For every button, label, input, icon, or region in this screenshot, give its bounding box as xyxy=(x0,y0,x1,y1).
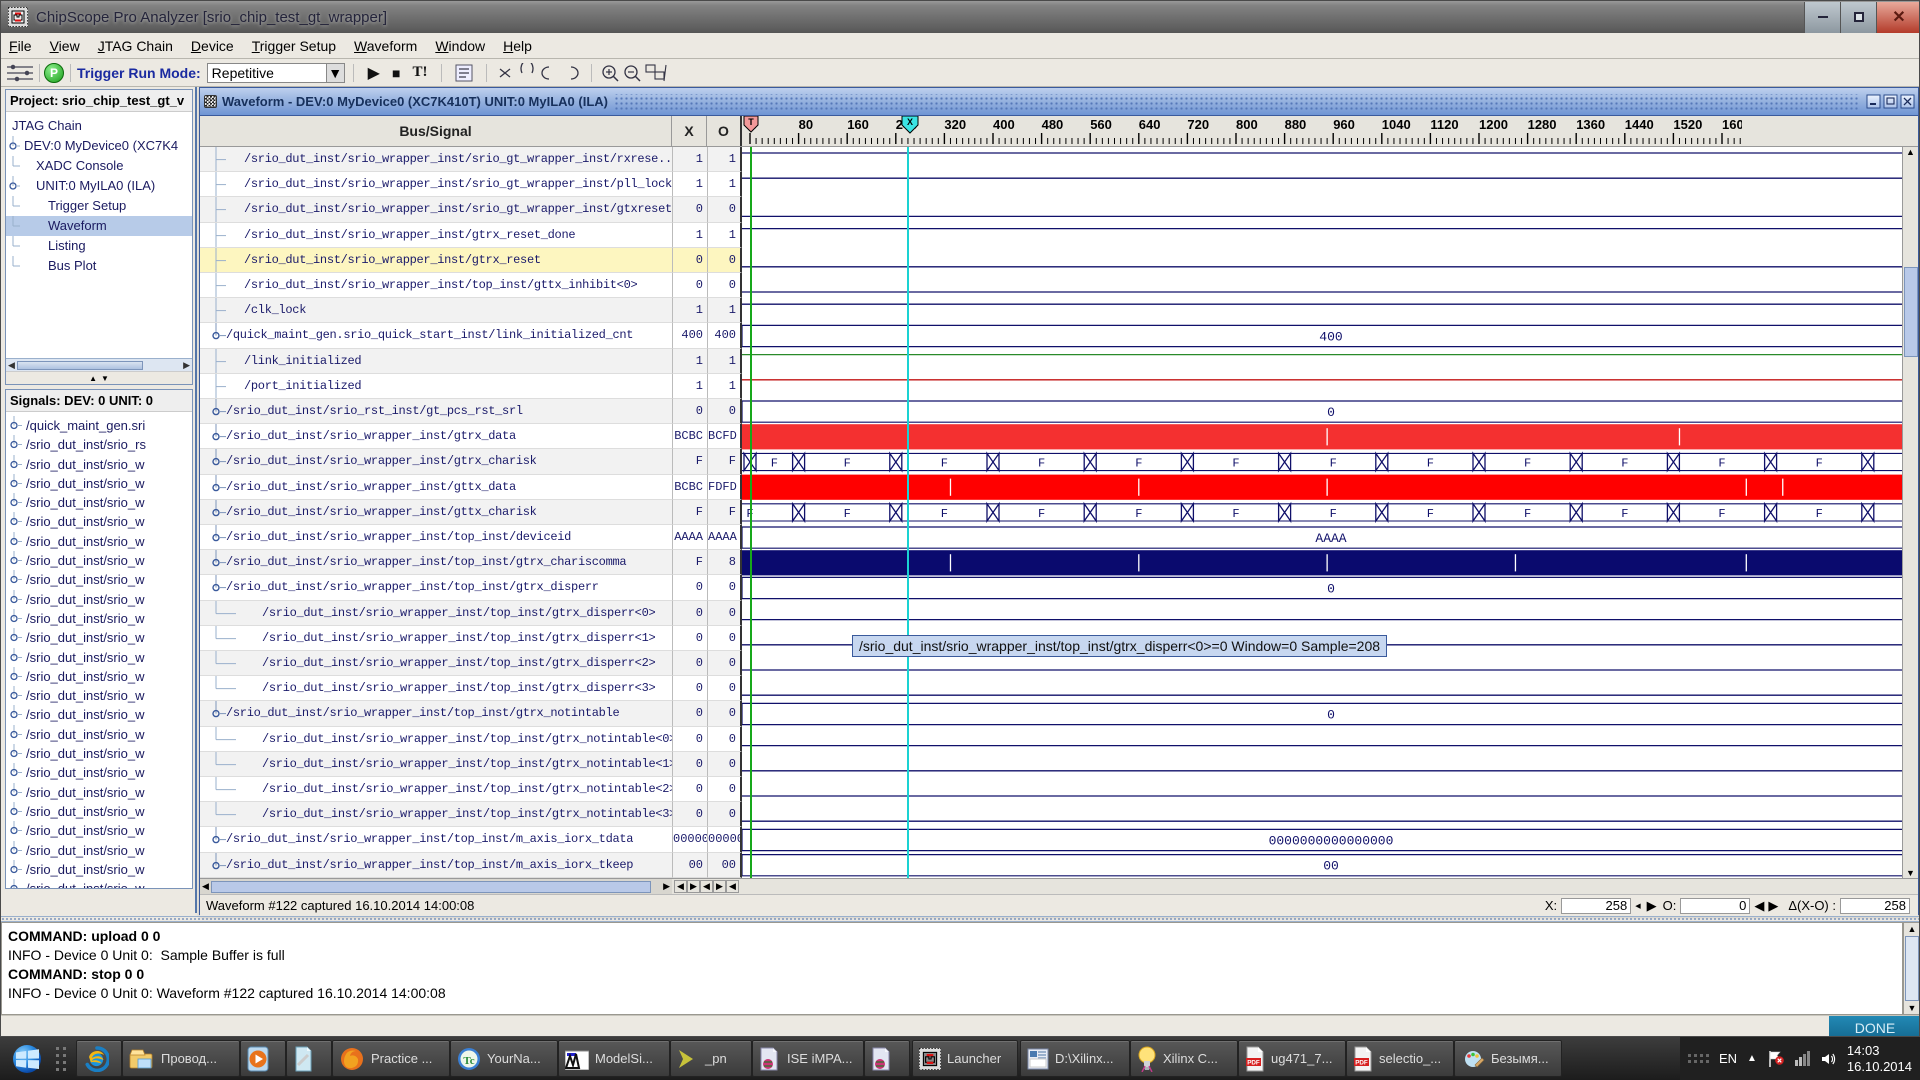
svg-text:1360: 1360 xyxy=(1576,117,1605,132)
svg-text:F: F xyxy=(1232,507,1239,521)
svg-text:F: F xyxy=(1038,457,1045,471)
svg-text:0: 0 xyxy=(1327,708,1335,723)
svg-text:1280: 1280 xyxy=(1528,117,1557,132)
svg-text:160: 160 xyxy=(847,117,869,132)
svg-text:F: F xyxy=(1524,457,1531,471)
svg-text:1600: 1600 xyxy=(1722,117,1742,132)
svg-text:720: 720 xyxy=(1187,117,1209,132)
svg-text:T: T xyxy=(748,117,754,127)
svg-text:X: X xyxy=(907,117,913,127)
svg-text:F: F xyxy=(1816,507,1823,521)
svg-text:F: F xyxy=(1621,457,1628,471)
svg-text:PDF: PDF xyxy=(1247,1059,1260,1066)
svg-text:F: F xyxy=(1427,507,1434,521)
svg-text:F: F xyxy=(1718,507,1725,521)
svg-text:F: F xyxy=(1718,457,1725,471)
svg-text:F: F xyxy=(941,507,948,521)
svg-text:00: 00 xyxy=(1323,859,1339,874)
svg-text:400: 400 xyxy=(993,117,1015,132)
svg-text:F: F xyxy=(1621,507,1628,521)
svg-text:F: F xyxy=(771,457,778,471)
svg-text:960: 960 xyxy=(1333,117,1355,132)
svg-text:480: 480 xyxy=(1042,117,1064,132)
svg-text:F: F xyxy=(1524,507,1531,521)
svg-text:F: F xyxy=(1135,507,1142,521)
svg-text:F: F xyxy=(1330,507,1337,521)
svg-text:880: 880 xyxy=(1285,117,1307,132)
svg-text:80: 80 xyxy=(799,117,813,132)
svg-text:0000000000000000: 0000000000000000 xyxy=(1269,834,1394,849)
svg-text:F: F xyxy=(941,457,948,471)
svg-text:320: 320 xyxy=(944,117,966,132)
svg-text:1440: 1440 xyxy=(1625,117,1654,132)
svg-text:F: F xyxy=(1330,457,1337,471)
svg-text:F: F xyxy=(844,507,851,521)
svg-text:Tc: Tc xyxy=(463,1055,474,1067)
svg-text:400: 400 xyxy=(1319,330,1342,345)
svg-text:F: F xyxy=(1135,457,1142,471)
svg-text:1520: 1520 xyxy=(1673,117,1702,132)
svg-text:F: F xyxy=(1816,457,1823,471)
svg-text:AAAA: AAAA xyxy=(1315,531,1346,546)
svg-text:F: F xyxy=(844,457,851,471)
svg-text:0: 0 xyxy=(1327,405,1335,420)
svg-text:0: 0 xyxy=(1327,582,1335,597)
svg-text:800: 800 xyxy=(1236,117,1258,132)
svg-text:F: F xyxy=(1427,457,1434,471)
svg-text:F: F xyxy=(1232,457,1239,471)
svg-text:640: 640 xyxy=(1139,117,1161,132)
svg-text:PDF: PDF xyxy=(1355,1059,1368,1066)
svg-text:F: F xyxy=(1038,507,1045,521)
svg-text:1200: 1200 xyxy=(1479,117,1508,132)
svg-text:560: 560 xyxy=(1090,117,1112,132)
svg-text:1040: 1040 xyxy=(1382,117,1411,132)
svg-text:1120: 1120 xyxy=(1430,117,1458,132)
